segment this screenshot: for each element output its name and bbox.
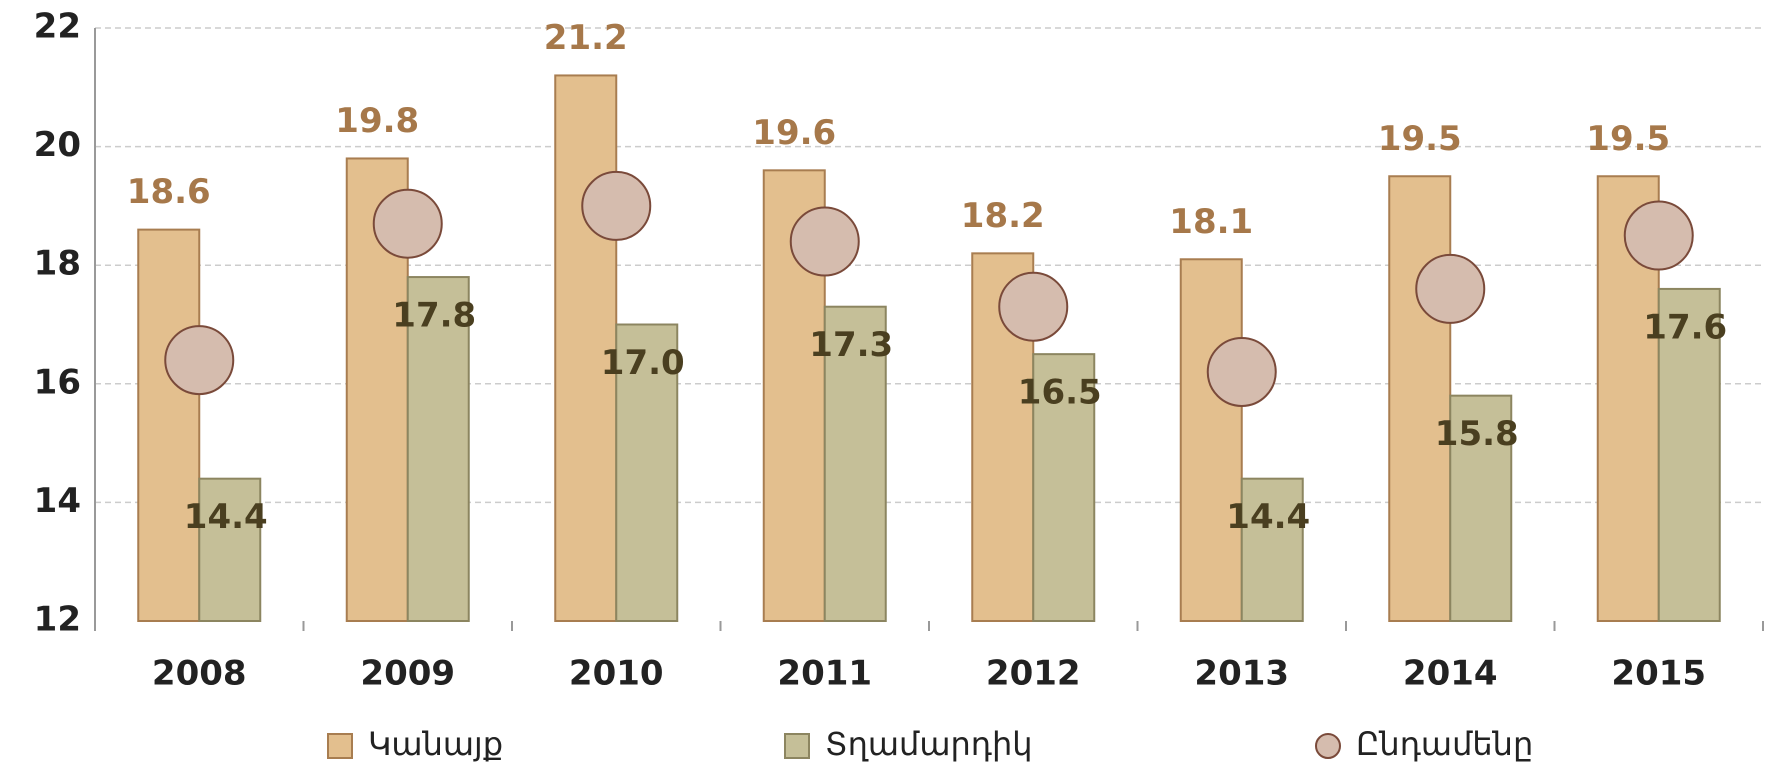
legend-label: Ընդամենը [1356, 725, 1533, 763]
x-tick-label: 2013 [1194, 654, 1289, 694]
bar [1388, 175, 1452, 622]
bar [554, 74, 618, 622]
legend-label: Տղամարդիկ [825, 725, 1033, 763]
x-tick-label: 2010 [569, 654, 664, 694]
x-tick-label: 2015 [1611, 654, 1706, 694]
dot [1415, 253, 1486, 324]
bar [615, 323, 679, 622]
bar [1032, 353, 1096, 622]
x-tick-label: 2014 [1403, 654, 1498, 694]
y-tick-label: 14 [34, 481, 81, 521]
value-label: 18.2 [961, 196, 1045, 236]
dot [1623, 200, 1694, 271]
value-label: 15.8 [1435, 414, 1519, 454]
x-tick-label: 2008 [152, 654, 247, 694]
dot [1206, 336, 1277, 407]
value-label: 17.8 [392, 296, 476, 336]
value-label: 19.8 [335, 101, 419, 141]
bar [198, 477, 262, 622]
value-label: 18.1 [1169, 202, 1253, 242]
y-tick-label: 16 [34, 362, 81, 402]
y-tick-label: 20 [34, 125, 81, 165]
legend-marker [1315, 733, 1341, 759]
legend-marker [327, 733, 353, 759]
value-label: 17.6 [1643, 307, 1727, 347]
value-label: 21.2 [544, 18, 628, 58]
value-label: 17.0 [601, 343, 685, 383]
bar [1179, 258, 1243, 622]
value-label: 17.3 [809, 325, 893, 365]
bar [1449, 394, 1513, 622]
bar [823, 305, 887, 622]
x-tick-label: 2011 [777, 654, 872, 694]
x-tick-label: 2009 [360, 654, 455, 694]
value-label: 16.5 [1018, 373, 1102, 413]
bar [1240, 477, 1304, 622]
legend-marker [784, 733, 810, 759]
x-tick-label: 2012 [986, 654, 1081, 694]
value-label: 19.5 [1586, 119, 1670, 159]
y-tick-label: 22 [34, 7, 81, 47]
dot [372, 188, 443, 259]
value-label: 19.6 [752, 113, 836, 153]
dot [581, 170, 652, 241]
y-tick-label: 12 [34, 600, 81, 640]
dot [998, 271, 1069, 342]
value-label: 14.4 [1226, 497, 1310, 537]
legend-label: Կանայք [368, 725, 503, 763]
bar [406, 276, 470, 622]
value-label: 19.5 [1378, 119, 1462, 159]
value-label: 14.4 [184, 497, 268, 537]
value-label: 18.6 [127, 172, 211, 212]
bar [137, 228, 201, 622]
y-tick-label: 18 [34, 244, 81, 284]
dot [789, 206, 860, 277]
dot [164, 325, 235, 396]
bar [1657, 287, 1721, 622]
